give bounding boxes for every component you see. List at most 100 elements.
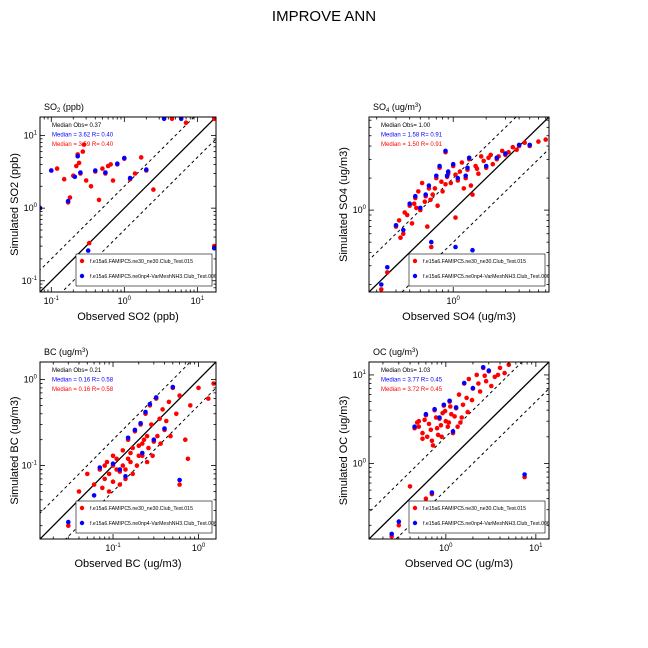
data-point [445,424,451,430]
data-point [469,397,475,403]
data-point [151,437,157,443]
legend-label: f.e15a6.FAMIPC5.ne30_ne30.Club_Test.015 [423,259,526,265]
data-point [166,399,172,405]
data-point [503,151,508,156]
data-point [67,195,73,200]
data-point [489,383,494,389]
data-point [416,189,421,194]
data-point [144,433,150,439]
legend-box [408,253,546,287]
data-point [122,155,127,161]
data-point [465,409,471,415]
data-point [81,142,87,147]
legend: f.e15a6.FAMIPC5.ne30_ne30.Club_Test.015f… [408,500,550,534]
stats-line: Median = 0.16 R= 0.58 [52,378,114,384]
x-tick-label: 10-1 [105,543,121,553]
data-point [440,410,445,416]
data-point [453,244,458,250]
stats-line: Median Obs= 1.00 [381,123,431,129]
data-point [120,463,126,468]
data-point [128,459,133,465]
data-point [461,186,467,191]
data-point [478,154,484,159]
data-point [438,423,444,428]
data-point [141,437,147,443]
data-point [401,231,406,236]
data-point [510,144,516,150]
stats-line: Median = 1.58 R= 0.91 [381,133,443,139]
data-point [188,403,193,408]
panel-title: OC (ug/m3) [373,347,418,357]
data-point [128,450,133,456]
data-point [144,459,150,465]
data-point [115,161,120,166]
data-point [144,167,149,172]
x-axis-label: Observed BC (ug/m3) [75,558,182,570]
data-point [522,472,527,477]
x-axis-label: Observed SO4 (ug/m3) [402,311,516,323]
data-point [138,155,144,160]
data-point [125,435,131,441]
data-point [461,380,467,386]
data-point [477,389,483,394]
data-point [455,424,460,430]
data-point [453,215,458,220]
x-tick-label: 100 [118,296,132,306]
data-point [76,489,82,494]
data-point [422,417,427,423]
data-point [458,420,463,425]
data-point [88,184,94,189]
data-point [196,385,201,391]
data-point [85,471,90,477]
data-point [54,166,60,171]
data-point [396,218,402,223]
data-point [74,163,79,169]
data-point [409,221,415,226]
legend-label: f.e15a6.FAMIPC5.ne30_ne30.Club_Test.015 [90,506,193,512]
legend-marker [79,258,85,264]
stats-line: Median = 3.77 R= 0.45 [381,378,443,384]
y-tick-label: 10-1 [22,276,38,286]
data-point [157,416,162,422]
data-point [114,467,119,472]
data-point [480,365,486,370]
data-point [117,482,123,487]
data-point [130,471,135,477]
data-point [449,411,454,417]
data-point [174,411,179,417]
data-point [389,531,395,537]
legend: f.e15a6.FAMIPC5.ne30_ne30.Club_Test.015f… [75,500,217,534]
data-point [476,171,481,176]
data-point [434,173,439,179]
chart-panel-1: 10-1 100 101 10-1 100 101 SO2 (ppb) Observed SO… [9,102,217,323]
data-point [435,432,441,438]
data-point [463,173,469,179]
plot-frame [39,361,217,540]
y-axis-label: Simulated OC (ug/m3) [338,396,350,505]
y-tick-label: 101 [24,131,38,141]
data-point [459,160,465,165]
data-point [78,170,83,175]
stats-line: Median = 3.72 R= 0.45 [381,387,443,393]
chart-panel-2: 100 100 SO4 (ug/m3) Observed SO4 (ug/m3) Sim… [338,102,550,323]
data-point [446,420,452,425]
data-point [433,415,439,420]
data-point [425,224,430,229]
y-tick-label: 100 [24,203,38,213]
x-tick-label: 100 [192,543,206,553]
x-axis-label: Observed SO2 (ppb) [77,311,179,323]
data-point [108,162,113,167]
data-point [132,171,138,176]
x-tick-label: 101 [529,543,543,553]
data-point [80,149,86,154]
data-point [423,192,429,197]
data-point [483,163,489,169]
data-point [423,411,429,417]
data-point [452,414,457,419]
plot-area [369,362,549,539]
data-point [456,392,462,397]
data-point [440,189,445,194]
series-2 [379,142,532,287]
data-point [164,418,169,424]
data-point [419,180,425,186]
